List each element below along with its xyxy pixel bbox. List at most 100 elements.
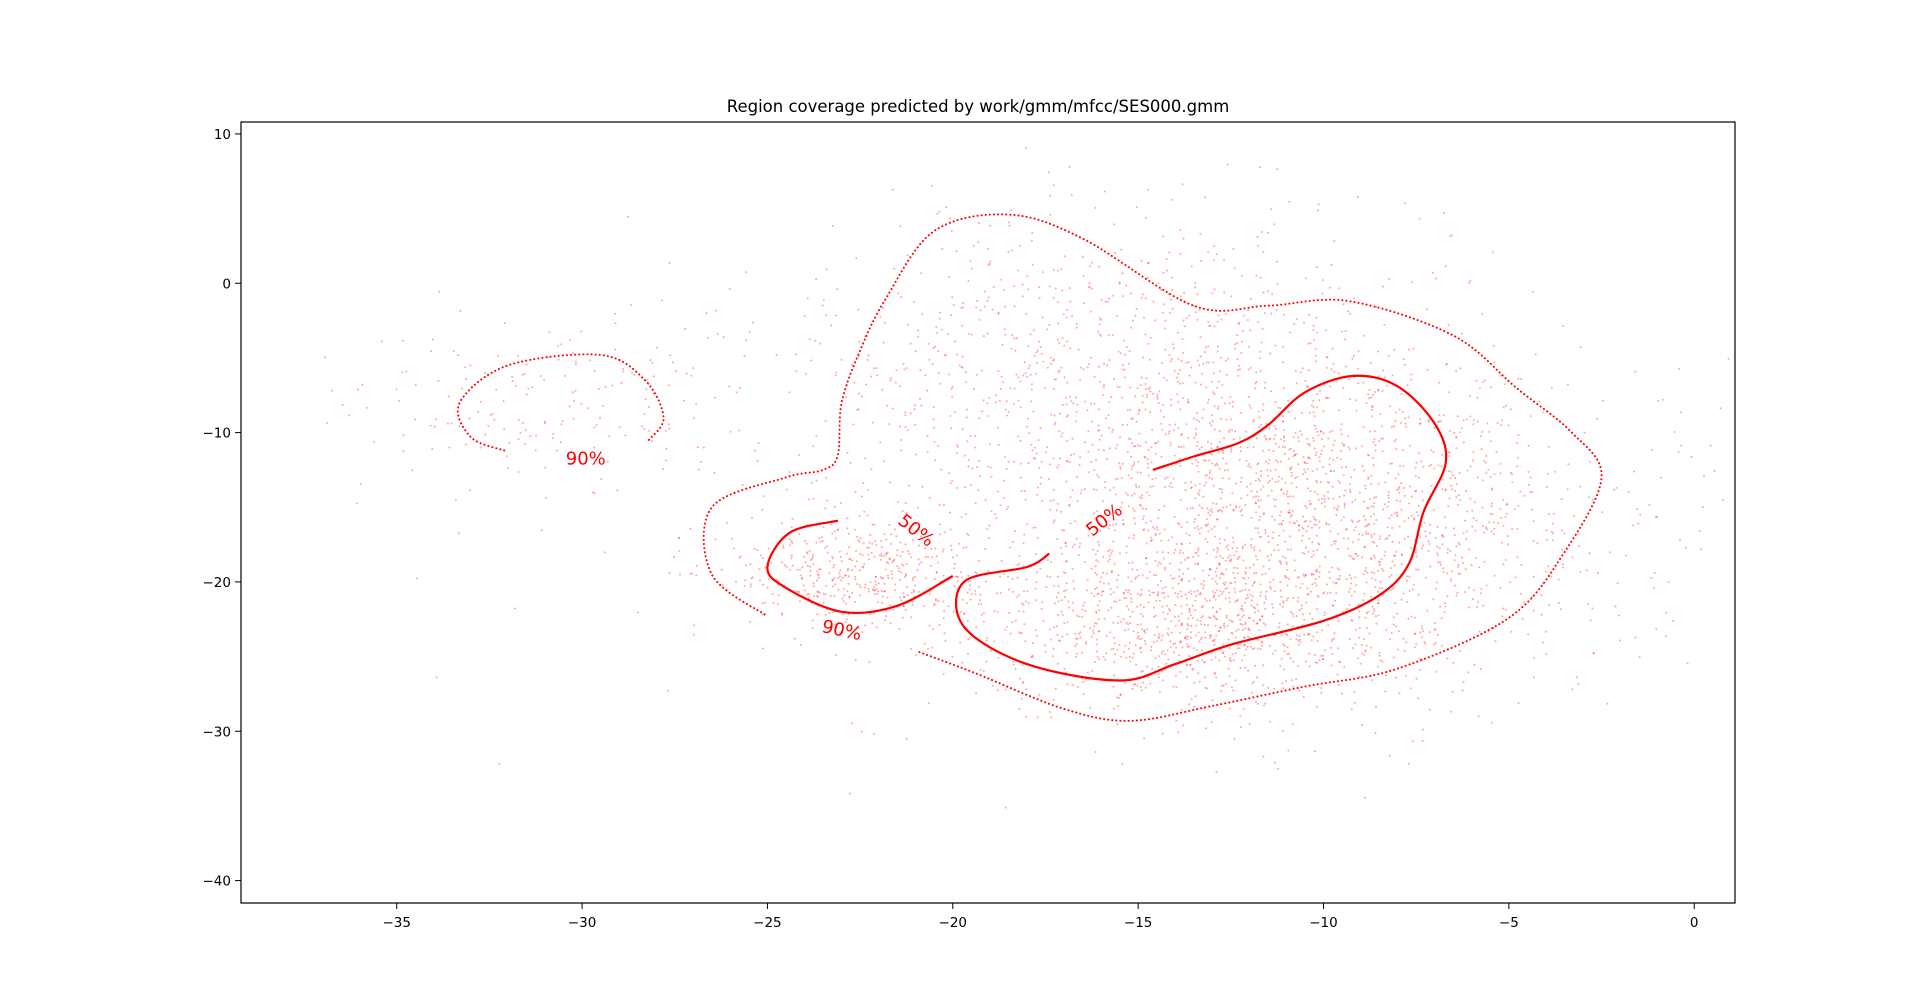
scatter-point bbox=[1259, 357, 1261, 360]
scatter-point bbox=[1228, 430, 1230, 433]
scatter-point bbox=[1262, 512, 1265, 515]
scatter-point bbox=[1274, 434, 1277, 437]
scatter-point bbox=[974, 571, 977, 574]
scatter-point bbox=[1476, 476, 1479, 479]
scatter-point bbox=[1326, 592, 1329, 595]
scatter-point bbox=[880, 558, 882, 561]
scatter-point bbox=[1169, 360, 1172, 363]
scatter-point bbox=[1030, 388, 1033, 391]
scatter-point bbox=[1358, 636, 1361, 639]
scatter-point bbox=[1114, 493, 1117, 496]
scatter-point bbox=[1514, 576, 1517, 579]
scatter-point bbox=[1506, 535, 1509, 538]
scatter-point bbox=[1364, 546, 1366, 548]
scatter-point bbox=[982, 399, 985, 402]
scatter-point bbox=[1134, 683, 1137, 686]
scatter-point bbox=[1138, 638, 1141, 641]
scatter-point bbox=[1184, 636, 1187, 639]
scatter-point bbox=[547, 356, 549, 359]
scatter-point bbox=[1164, 653, 1167, 656]
scatter-point bbox=[1364, 650, 1367, 653]
scatter-point bbox=[1308, 537, 1311, 540]
scatter-point bbox=[1384, 550, 1387, 553]
scatter-point bbox=[1259, 618, 1262, 621]
scatter-point bbox=[1287, 399, 1290, 402]
scatter-point bbox=[956, 445, 959, 448]
scatter-point bbox=[1061, 552, 1063, 555]
scatter-point bbox=[1523, 494, 1526, 497]
scatter-point bbox=[1130, 468, 1133, 471]
scatter-point bbox=[807, 592, 810, 595]
scatter-point bbox=[1262, 485, 1265, 488]
scatter-point bbox=[1316, 640, 1319, 642]
scatter-point bbox=[903, 596, 906, 599]
scatter-point bbox=[435, 676, 438, 679]
scatter-point bbox=[1258, 629, 1261, 631]
scatter-point bbox=[825, 314, 827, 317]
scatter-point bbox=[491, 412, 494, 415]
scatter-point bbox=[1075, 323, 1078, 325]
scatter-point bbox=[1258, 518, 1261, 521]
scatter-point bbox=[1410, 373, 1413, 376]
scatter-point bbox=[891, 561, 894, 564]
scatter-point bbox=[838, 631, 841, 634]
scatter-point bbox=[356, 502, 358, 505]
scatter-point bbox=[1396, 612, 1399, 615]
scatter-point bbox=[1154, 319, 1157, 322]
scatter-point bbox=[1231, 492, 1234, 495]
scatter-point bbox=[1180, 360, 1183, 362]
scatter-point bbox=[1089, 310, 1092, 313]
scatter-point bbox=[1150, 536, 1152, 539]
scatter-point bbox=[987, 247, 989, 250]
scatter-point bbox=[1031, 231, 1034, 234]
scatter-point bbox=[976, 299, 979, 302]
scatter-point bbox=[1367, 477, 1370, 480]
scatter-point bbox=[1371, 406, 1374, 408]
scatter-point bbox=[633, 373, 635, 376]
scatter-point bbox=[1292, 436, 1295, 439]
scatter-point bbox=[1056, 466, 1059, 469]
scatter-point bbox=[880, 552, 883, 555]
scatter-point bbox=[1026, 425, 1028, 428]
scatter-point bbox=[985, 660, 988, 663]
scatter-point bbox=[1133, 461, 1136, 464]
scatter-point bbox=[984, 548, 987, 551]
scatter-point bbox=[1280, 657, 1283, 660]
scatter-point bbox=[858, 392, 861, 395]
scatter-point bbox=[836, 288, 839, 291]
scatter-point bbox=[1225, 568, 1228, 571]
scatter-point bbox=[1075, 652, 1078, 655]
scatter-point bbox=[662, 468, 665, 471]
scatter-point bbox=[1403, 520, 1406, 523]
scatter-point bbox=[1183, 291, 1186, 294]
scatter-point bbox=[1102, 555, 1105, 558]
scatter-point bbox=[1295, 638, 1298, 641]
scatter-point bbox=[1290, 548, 1292, 551]
scatter-point bbox=[1095, 622, 1098, 625]
scatter-point bbox=[1257, 702, 1259, 705]
scatter-point bbox=[1236, 334, 1239, 337]
scatter-point bbox=[1297, 576, 1300, 579]
scatter-point bbox=[1377, 602, 1380, 604]
scatter-point bbox=[902, 592, 905, 595]
scatter-point bbox=[881, 307, 884, 309]
scatter-point bbox=[872, 589, 875, 592]
scatter-point bbox=[1134, 522, 1137, 525]
scatter-point bbox=[1356, 657, 1359, 660]
scatter-point bbox=[1156, 551, 1159, 554]
scatter-point bbox=[882, 577, 885, 580]
scatter-point bbox=[1262, 565, 1265, 568]
scatter-point bbox=[1466, 469, 1469, 472]
scatter-point bbox=[803, 555, 806, 558]
scatter-point bbox=[1329, 470, 1332, 473]
scatter-point bbox=[1031, 655, 1034, 658]
scatter-point bbox=[1258, 549, 1261, 552]
scatter-point bbox=[841, 613, 844, 616]
scatter-point bbox=[1679, 538, 1681, 541]
scatter-point bbox=[1468, 548, 1471, 551]
scatter-point bbox=[1417, 452, 1420, 455]
scatter-point bbox=[1190, 698, 1193, 701]
scatter-point bbox=[1119, 352, 1122, 355]
scatter-point bbox=[1322, 658, 1324, 661]
scatter-point bbox=[1500, 517, 1503, 519]
